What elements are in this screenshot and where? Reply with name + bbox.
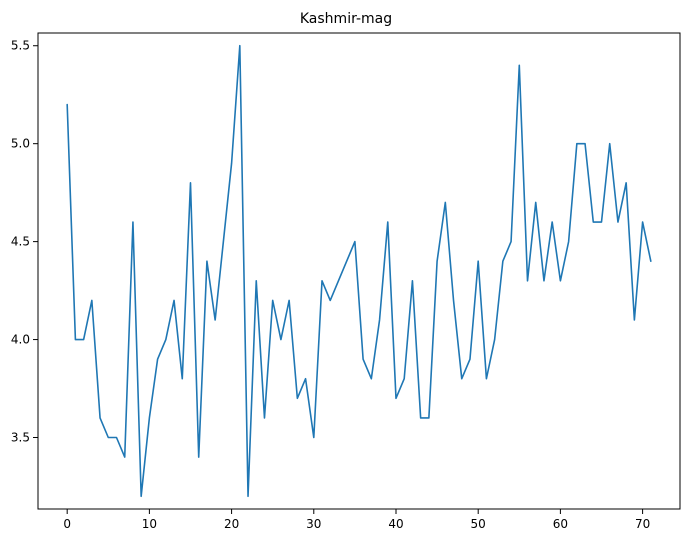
data-point	[230, 161, 234, 165]
data-point	[320, 279, 324, 283]
data-point	[262, 416, 266, 420]
data-point	[550, 220, 554, 224]
data-point	[328, 298, 332, 302]
data-point	[443, 200, 447, 204]
data-point	[345, 259, 349, 263]
x-tick-label: 10	[142, 517, 157, 531]
data-point	[98, 416, 102, 420]
data-point	[271, 298, 275, 302]
data-point	[484, 377, 488, 381]
data-point	[82, 338, 86, 342]
data-point	[172, 298, 176, 302]
data-point	[632, 318, 636, 322]
x-tick-label: 60	[553, 517, 568, 531]
data-point	[468, 357, 472, 361]
data-point	[402, 377, 406, 381]
data-point	[386, 220, 390, 224]
data-point	[369, 377, 373, 381]
data-point	[361, 357, 365, 361]
data-point	[435, 259, 439, 263]
data-point	[608, 142, 612, 146]
axis-ticks: 0 10 20 30 40 50 60 70 3.5 4.0 4.5 5.0 5.5	[11, 39, 650, 531]
x-tick-label: 20	[224, 517, 239, 531]
data-point	[427, 416, 431, 420]
data-point	[476, 259, 480, 263]
x-tick-label: 50	[471, 517, 486, 531]
data-point	[410, 279, 414, 283]
data-point	[213, 318, 217, 322]
x-tick-label: 70	[635, 517, 650, 531]
data-point	[73, 338, 77, 342]
x-tick-label: 30	[306, 517, 321, 531]
data-point	[558, 279, 562, 283]
data-point	[641, 220, 645, 224]
data-point	[131, 220, 135, 224]
y-tick-label: 5.5	[11, 39, 30, 53]
y-tick-label: 4.0	[11, 333, 30, 347]
data-point	[591, 220, 595, 224]
data-point	[501, 259, 505, 263]
data-point	[254, 279, 258, 283]
x-tick-label: 0	[63, 517, 71, 531]
data-point	[188, 181, 192, 185]
data-point	[205, 259, 209, 263]
data-point	[624, 181, 628, 185]
data-point	[279, 338, 283, 342]
data-point	[304, 377, 308, 381]
data-point	[567, 240, 571, 244]
data-point	[542, 279, 546, 283]
data-point	[197, 455, 201, 459]
data-point	[575, 142, 579, 146]
data-point	[90, 298, 94, 302]
data-point	[139, 494, 143, 498]
data-point	[534, 200, 538, 204]
y-tick-label: 3.5	[11, 431, 30, 445]
data-point	[452, 298, 456, 302]
data-point	[238, 44, 242, 48]
series-line-0	[66, 44, 652, 498]
data-point	[123, 455, 127, 459]
data-point	[180, 377, 184, 381]
y-tick-label: 5.0	[11, 137, 30, 151]
data-point	[394, 396, 398, 400]
data-point	[287, 298, 291, 302]
y-tick-label: 4.5	[11, 235, 30, 249]
data-point	[616, 220, 620, 224]
data-point	[115, 436, 119, 440]
data-point	[583, 142, 587, 146]
data-point	[599, 220, 603, 224]
data-point	[106, 436, 110, 440]
data-point	[493, 338, 497, 342]
data-point	[295, 396, 299, 400]
data-point	[147, 416, 151, 420]
data-point	[221, 240, 225, 244]
data-point	[246, 494, 250, 498]
data-point	[419, 416, 423, 420]
data-point	[336, 279, 340, 283]
data-point	[156, 357, 160, 361]
data-point	[65, 102, 69, 106]
x-tick-label: 40	[388, 517, 403, 531]
data-point	[353, 240, 357, 244]
data-point	[517, 63, 521, 67]
data-point	[460, 377, 464, 381]
data-point	[526, 279, 530, 283]
series-layer	[65, 44, 653, 498]
data-point	[164, 338, 168, 342]
data-point	[378, 318, 382, 322]
data-point	[312, 436, 316, 440]
plot-area-frame	[37, 32, 681, 510]
chart-title: Kashmir-mag	[300, 11, 392, 27]
data-point	[509, 240, 513, 244]
data-point	[649, 259, 653, 263]
